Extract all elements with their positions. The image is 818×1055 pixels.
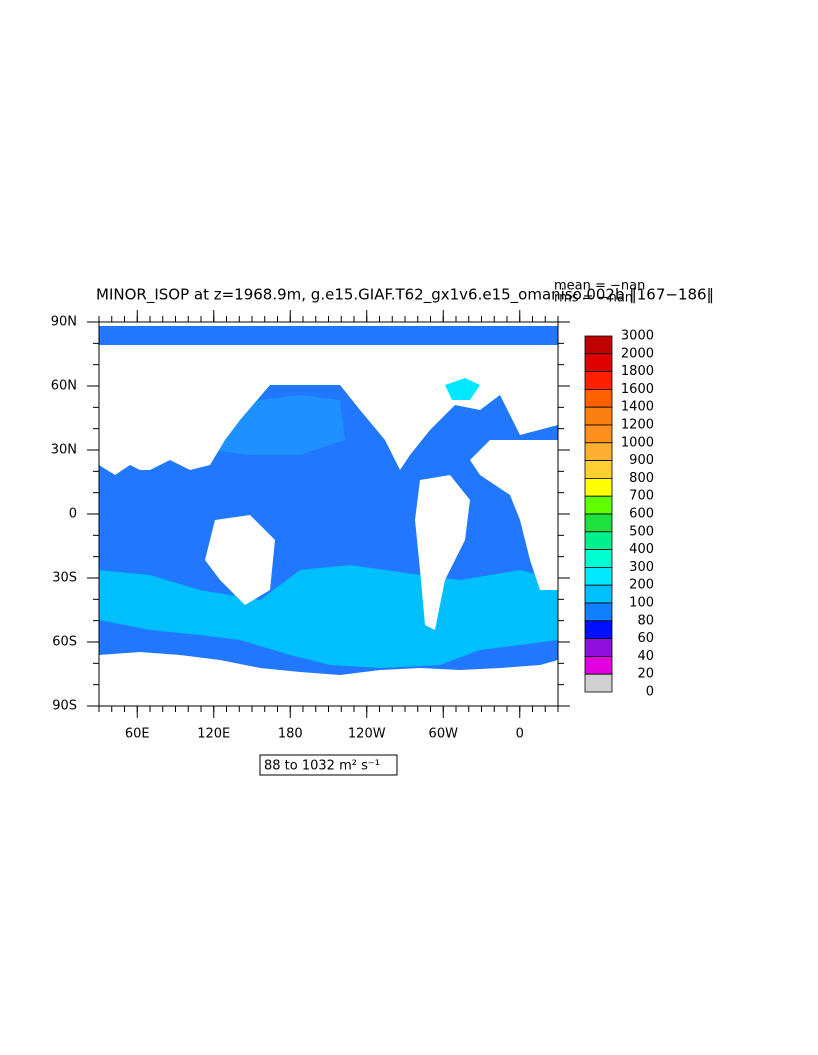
labrador-sea xyxy=(445,378,480,400)
colorbar-box xyxy=(584,424,613,444)
colorbar-box xyxy=(584,567,613,586)
y-tick-label: 30S xyxy=(52,571,77,586)
colorbar-box xyxy=(584,549,613,568)
y-tick-label: 60N xyxy=(51,379,77,394)
colorbar-label: 3000 xyxy=(621,329,654,344)
colorbar-box xyxy=(584,602,613,622)
colorbar-label: 200 xyxy=(629,578,654,593)
colorbar-box xyxy=(584,495,613,515)
land xyxy=(470,440,558,590)
y-tick-label: 0 xyxy=(69,507,77,522)
colorbar-box xyxy=(584,477,613,497)
colorbar-label: 1800 xyxy=(621,364,654,379)
colorbar-box xyxy=(584,442,613,461)
range-label: 88 to 1032 m² s⁻¹ xyxy=(264,759,380,774)
y-tick-label: 30N xyxy=(51,443,77,458)
colorbar-label: 800 xyxy=(629,471,654,486)
mean-stat: mean = −nan xyxy=(554,279,645,294)
colorbar-box xyxy=(584,673,613,693)
colorbar-label: 700 xyxy=(629,489,654,504)
colorbar-box xyxy=(584,460,613,479)
land xyxy=(415,475,470,630)
colorbar-label: 80 xyxy=(637,613,654,628)
colorbar-label: 600 xyxy=(629,507,654,522)
colorbar-label: 20 xyxy=(637,667,654,682)
rms-stat: rms = −nan xyxy=(554,291,633,306)
colorbar-label: 900 xyxy=(629,453,654,468)
colorbar-label: 60 xyxy=(637,631,654,646)
colorbar-label: 2000 xyxy=(621,346,654,361)
colorbar-label: 1400 xyxy=(621,400,654,415)
colorbar-box xyxy=(584,584,613,604)
colorbar-label: 100 xyxy=(629,596,654,611)
x-tick-label: 60E xyxy=(125,727,150,742)
y-tick-label: 60S xyxy=(52,635,77,650)
x-tick-label: 0 xyxy=(516,727,524,742)
x-tick-label: 120W xyxy=(348,727,386,742)
title: MINOR_ISOP at z=1968.9m, g.e15.GIAF.T62_… xyxy=(96,286,714,305)
x-tick-label: 120E xyxy=(197,727,230,742)
x-tick-label: 60W xyxy=(429,727,459,742)
colorbar-box xyxy=(584,406,613,426)
colorbar-box xyxy=(584,371,613,390)
colorbar-label: 1200 xyxy=(621,418,654,433)
colorbar-box xyxy=(584,656,613,675)
map-field xyxy=(99,326,558,675)
x-tick-label: 180 xyxy=(278,727,303,742)
colorbar-box xyxy=(584,620,613,639)
colorbar-box xyxy=(584,513,613,533)
colorbar-box xyxy=(584,638,613,657)
land xyxy=(99,345,558,475)
colorbar-box xyxy=(584,335,613,355)
colorbar-label: 40 xyxy=(637,649,654,664)
colorbar-box xyxy=(584,353,613,372)
colorbar-label: 400 xyxy=(629,542,654,557)
southern-ocean xyxy=(99,565,558,668)
colorbar-label: 1600 xyxy=(621,382,654,397)
colorbar-box xyxy=(584,531,613,550)
colorbar-label: 500 xyxy=(629,524,654,539)
colorbar-label: 300 xyxy=(629,560,654,575)
colorbar-box xyxy=(584,388,613,408)
land xyxy=(205,515,275,605)
range-box xyxy=(259,754,398,776)
y-tick-label: 90S xyxy=(52,699,77,714)
y-tick-label: 90N xyxy=(51,315,77,330)
colorbar-label: 0 xyxy=(646,685,654,700)
colorbar-label: 1000 xyxy=(621,435,654,450)
